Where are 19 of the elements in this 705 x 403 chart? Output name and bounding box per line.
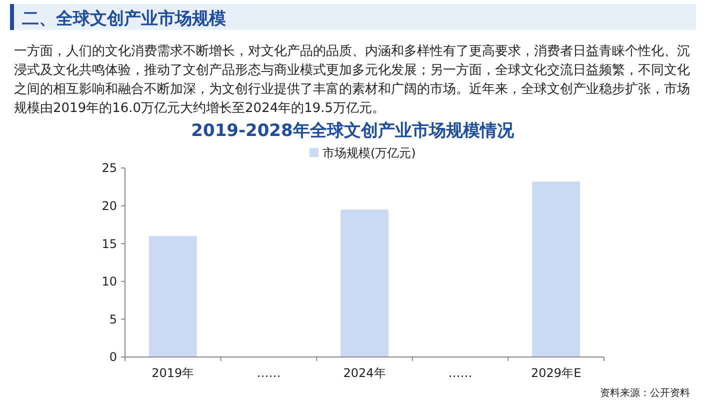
legend-label: 市场规模(万亿元) <box>322 146 416 160</box>
bar <box>532 182 580 357</box>
text: 2019-2028年全球文创产业市场规模情况 <box>191 121 515 141</box>
x-tick-label: …… <box>448 366 472 380</box>
bar <box>148 236 197 357</box>
x-tick-label: 2029年E <box>531 366 582 380</box>
y-tick-label: 5 <box>109 312 117 326</box>
chart-subtitle: 一方面，人们的文化消费需求不断增长，对文化产品的品质、内涵和多样性有了更高要求，消费者日益青睐个性化、沉浸式及文化共鸣体验，推动了文创产品形态与商业模式更加多元化发展；另一方面，全球文化交流日益频繁，不同文化之间的相互影响和融合不断加深，为文创行业提供了丰富的素材和广阔的市场。近年来，全球文创产业稳步扩张，市场规模由2019年的16.0万亿元大约增长至2024年的19.5万亿元。 <box>14 43 690 116</box>
y-tick-label: 10 <box>102 274 117 289</box>
text: 资料来源：公开资料 <box>600 387 690 399</box>
bar <box>340 210 388 357</box>
x-tick-label: 2024年 <box>343 366 386 380</box>
y-tick-label: 25 <box>102 161 117 176</box>
x-tick-label: …… <box>256 366 281 380</box>
y-tick-label: 20 <box>102 199 117 213</box>
x-tick-label: 2019年 <box>152 366 194 380</box>
y-tick-label: 15 <box>102 236 117 251</box>
chart-title: 二、全球文创产业市场规模 <box>22 9 226 29</box>
y-tick-label: 0 <box>109 350 117 364</box>
